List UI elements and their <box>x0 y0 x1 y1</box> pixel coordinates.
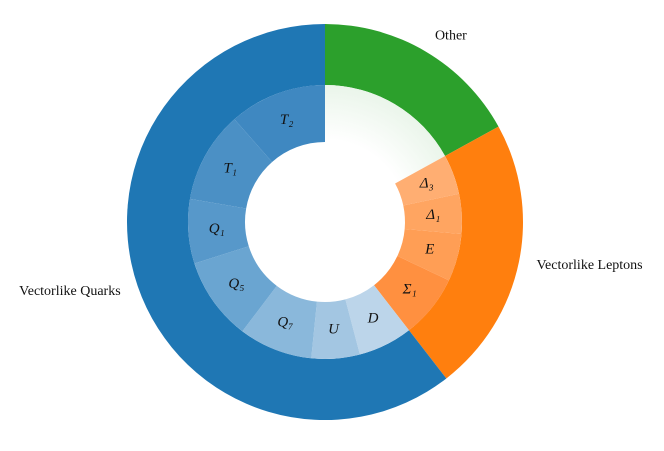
slice-label: Other <box>435 28 467 43</box>
inner-slice <box>194 246 277 332</box>
inner-label: Δ₃ <box>419 176 434 192</box>
inner-label: Q₇ <box>277 314 293 330</box>
inner-label: Q₅ <box>228 276 244 292</box>
inner-slice <box>345 285 409 355</box>
inner-slice <box>234 85 325 162</box>
inner-slice <box>397 229 462 281</box>
inner-label: Δ₁ <box>425 207 440 223</box>
inner-label: Q₁ <box>209 221 225 237</box>
inner-slice <box>374 256 449 331</box>
outer-slice <box>126 24 447 420</box>
inner-label: T₁ <box>223 161 237 177</box>
inner-slice <box>403 193 462 235</box>
inner-label: D <box>367 311 379 327</box>
outer-slice <box>325 24 499 156</box>
inner-slice <box>242 285 317 359</box>
inner-label: E <box>424 242 434 258</box>
slice-label: Vectorlike Leptons <box>537 258 643 273</box>
inner-slice <box>187 198 249 264</box>
inner-slice <box>395 155 460 206</box>
inner-label: U <box>328 322 340 338</box>
inner-label: T₂ <box>280 112 294 128</box>
inner-label: Σ₁ <box>402 281 417 297</box>
slice-label: Vectorlike Quarks <box>19 284 120 299</box>
inner-slice <box>325 85 446 184</box>
inner-slice <box>311 299 360 359</box>
outer-slice <box>408 126 523 379</box>
inner-slice <box>189 119 273 209</box>
